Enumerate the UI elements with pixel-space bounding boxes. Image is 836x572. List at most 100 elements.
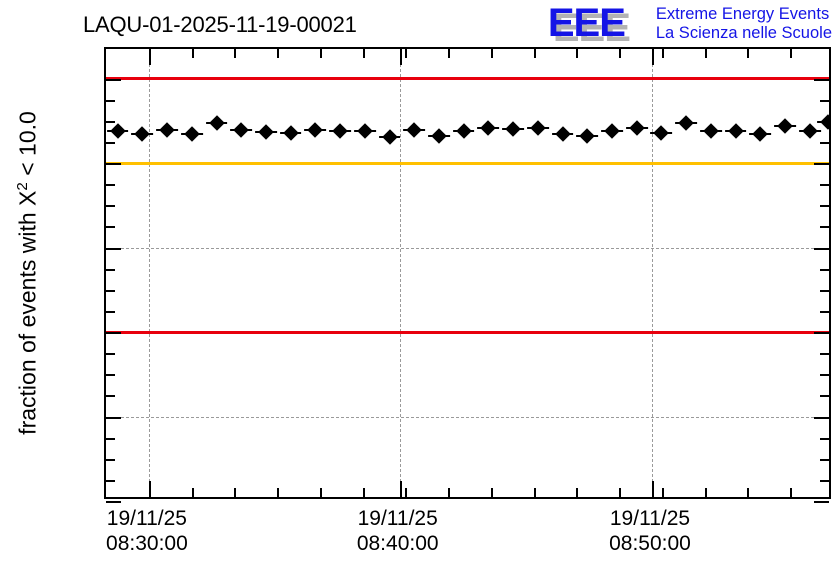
y-axis-tick-right: [820, 395, 829, 398]
x-axis-tick-top: [362, 49, 365, 58]
x-axis-tick-label-date: 19/11/25: [609, 507, 691, 530]
y-axis-tick-right: [814, 163, 829, 166]
x-axis-tick: [191, 488, 194, 497]
y-axis-tick: [106, 374, 115, 377]
data-point-marker: [752, 126, 769, 142]
x-axis-tick-label-time: 08:40:00: [356, 532, 439, 555]
data-point-marker: [431, 128, 447, 145]
x-axis-tick: [747, 488, 750, 497]
y-axis-tick: [106, 395, 115, 398]
x-axis-tick-label-date: 19/11/25: [357, 507, 438, 530]
y-axis-tick: [106, 141, 115, 144]
data-point-marker: [357, 122, 373, 139]
y-axis-tick-right: [814, 416, 829, 419]
x-axis-tick: [661, 488, 664, 497]
x-axis-tick-top: [319, 49, 322, 58]
x-axis-tick-top: [234, 49, 237, 58]
x-axis-tick-label-time: 08:30:00: [106, 532, 188, 555]
eee-logo-text: EEE: [547, 1, 626, 45]
x-axis-tick: [704, 488, 707, 497]
y-axis-tick: [106, 99, 115, 102]
y-axis-tick: [106, 120, 115, 123]
page-title: LAQU-01-2025-11-19-00021: [83, 12, 357, 37]
x-axis-tick-top: [619, 49, 622, 58]
y-axis-tick: [106, 310, 115, 313]
y-axis-tick: [106, 268, 115, 271]
x-axis-tick: [405, 488, 408, 497]
data-point-marker: [777, 118, 793, 134]
data-point-marker: [332, 123, 348, 139]
y-axis-tick-right: [820, 479, 829, 482]
y-axis-title-exponent: 2: [14, 182, 31, 191]
data-point-marker: [208, 115, 225, 131]
eee-logo-caption: Extreme Energy Events La Scienza nelle S…: [656, 4, 832, 43]
x-axis-tick-top: [661, 49, 664, 58]
x-axis-tick-top: [790, 49, 793, 58]
data-point-marker: [628, 120, 645, 137]
y-gridline: [106, 416, 829, 418]
x-axis-tick: [319, 488, 322, 497]
y-axis-tick: [106, 226, 115, 229]
data-point-marker: [801, 123, 818, 140]
x-axis-tick-top: [277, 49, 280, 58]
data-point-marker: [233, 121, 249, 138]
data-point-marker: [381, 129, 398, 146]
threshold-line-lower-red-limit: [106, 330, 829, 334]
y-axis-tick-right: [820, 310, 829, 313]
y-axis-title-prefix: fraction of events with X: [14, 190, 41, 435]
y-axis-tick: [106, 247, 121, 250]
y-axis-tick: [106, 416, 121, 419]
x-axis-tick-label: 19/11/25 08:30:00: [106, 506, 188, 556]
y-axis-title-suffix: < 10.0: [14, 111, 41, 183]
eee-logo-line2: La Scienza nelle Scuole: [655, 24, 832, 42]
data-point-marker: [554, 126, 571, 142]
y-axis-tick-right: [820, 141, 829, 144]
x-axis-tick-top: [490, 49, 493, 58]
y-axis-tick: [106, 184, 115, 187]
data-point-marker: [109, 123, 126, 139]
data-point-marker: [480, 119, 497, 136]
x-axis-tick-label-time: 08:50:00: [609, 532, 691, 555]
x-axis-tick: [277, 488, 280, 497]
data-point-marker: [727, 123, 744, 139]
eee-logo-mark: EEE EEE: [547, 1, 652, 48]
x-axis-tick-top: [191, 49, 194, 58]
x-axis-tick: [533, 488, 536, 497]
data-point-marker: [307, 122, 324, 138]
data-point-marker: [703, 123, 719, 140]
y-axis-tick-right: [820, 353, 829, 356]
y-axis-title: fraction of events with X2 < 10.0: [14, 47, 54, 499]
data-point-marker: [653, 125, 670, 141]
y-axis-tick-right: [820, 437, 829, 440]
x-axis-tick: [619, 488, 622, 497]
data-point-marker: [678, 115, 694, 131]
x-axis-tick: [448, 488, 451, 497]
y-axis-tick-right: [814, 332, 829, 335]
eee-logo-line1: Extreme Energy Events: [655, 5, 830, 23]
x-axis-major-tick-top: [148, 49, 151, 65]
data-point-marker: [159, 121, 175, 138]
eee-logo: EEE EEE Extreme Energy Events La Scienza…: [547, 1, 832, 48]
x-axis-major-tick: [651, 481, 654, 497]
data-point-marker: [134, 126, 151, 143]
y-axis-tick-right: [820, 184, 829, 187]
data-point-marker: [505, 121, 521, 137]
data-point-marker: [530, 119, 546, 136]
y-axis-tick-right: [820, 374, 829, 377]
x-axis-tick-top: [405, 49, 408, 58]
y-axis-tick-right: [814, 501, 829, 503]
y-axis-tick: [106, 501, 121, 503]
y-axis-tick-right: [820, 458, 829, 461]
y-axis-tick: [106, 205, 115, 208]
data-point-marker: [184, 126, 200, 142]
x-gridline: [399, 49, 401, 497]
x-axis-major-tick: [399, 481, 402, 497]
y-axis-tick: [106, 479, 115, 482]
y-axis-tick-right: [820, 268, 829, 271]
data-point-marker: [258, 124, 274, 140]
threshold-line-warning-yellow-limit: [106, 161, 829, 165]
y-axis-tick-right: [820, 289, 829, 292]
x-axis-tick-label: 19/11/25 08:40:00: [357, 506, 439, 556]
y-axis-tick: [106, 332, 121, 335]
